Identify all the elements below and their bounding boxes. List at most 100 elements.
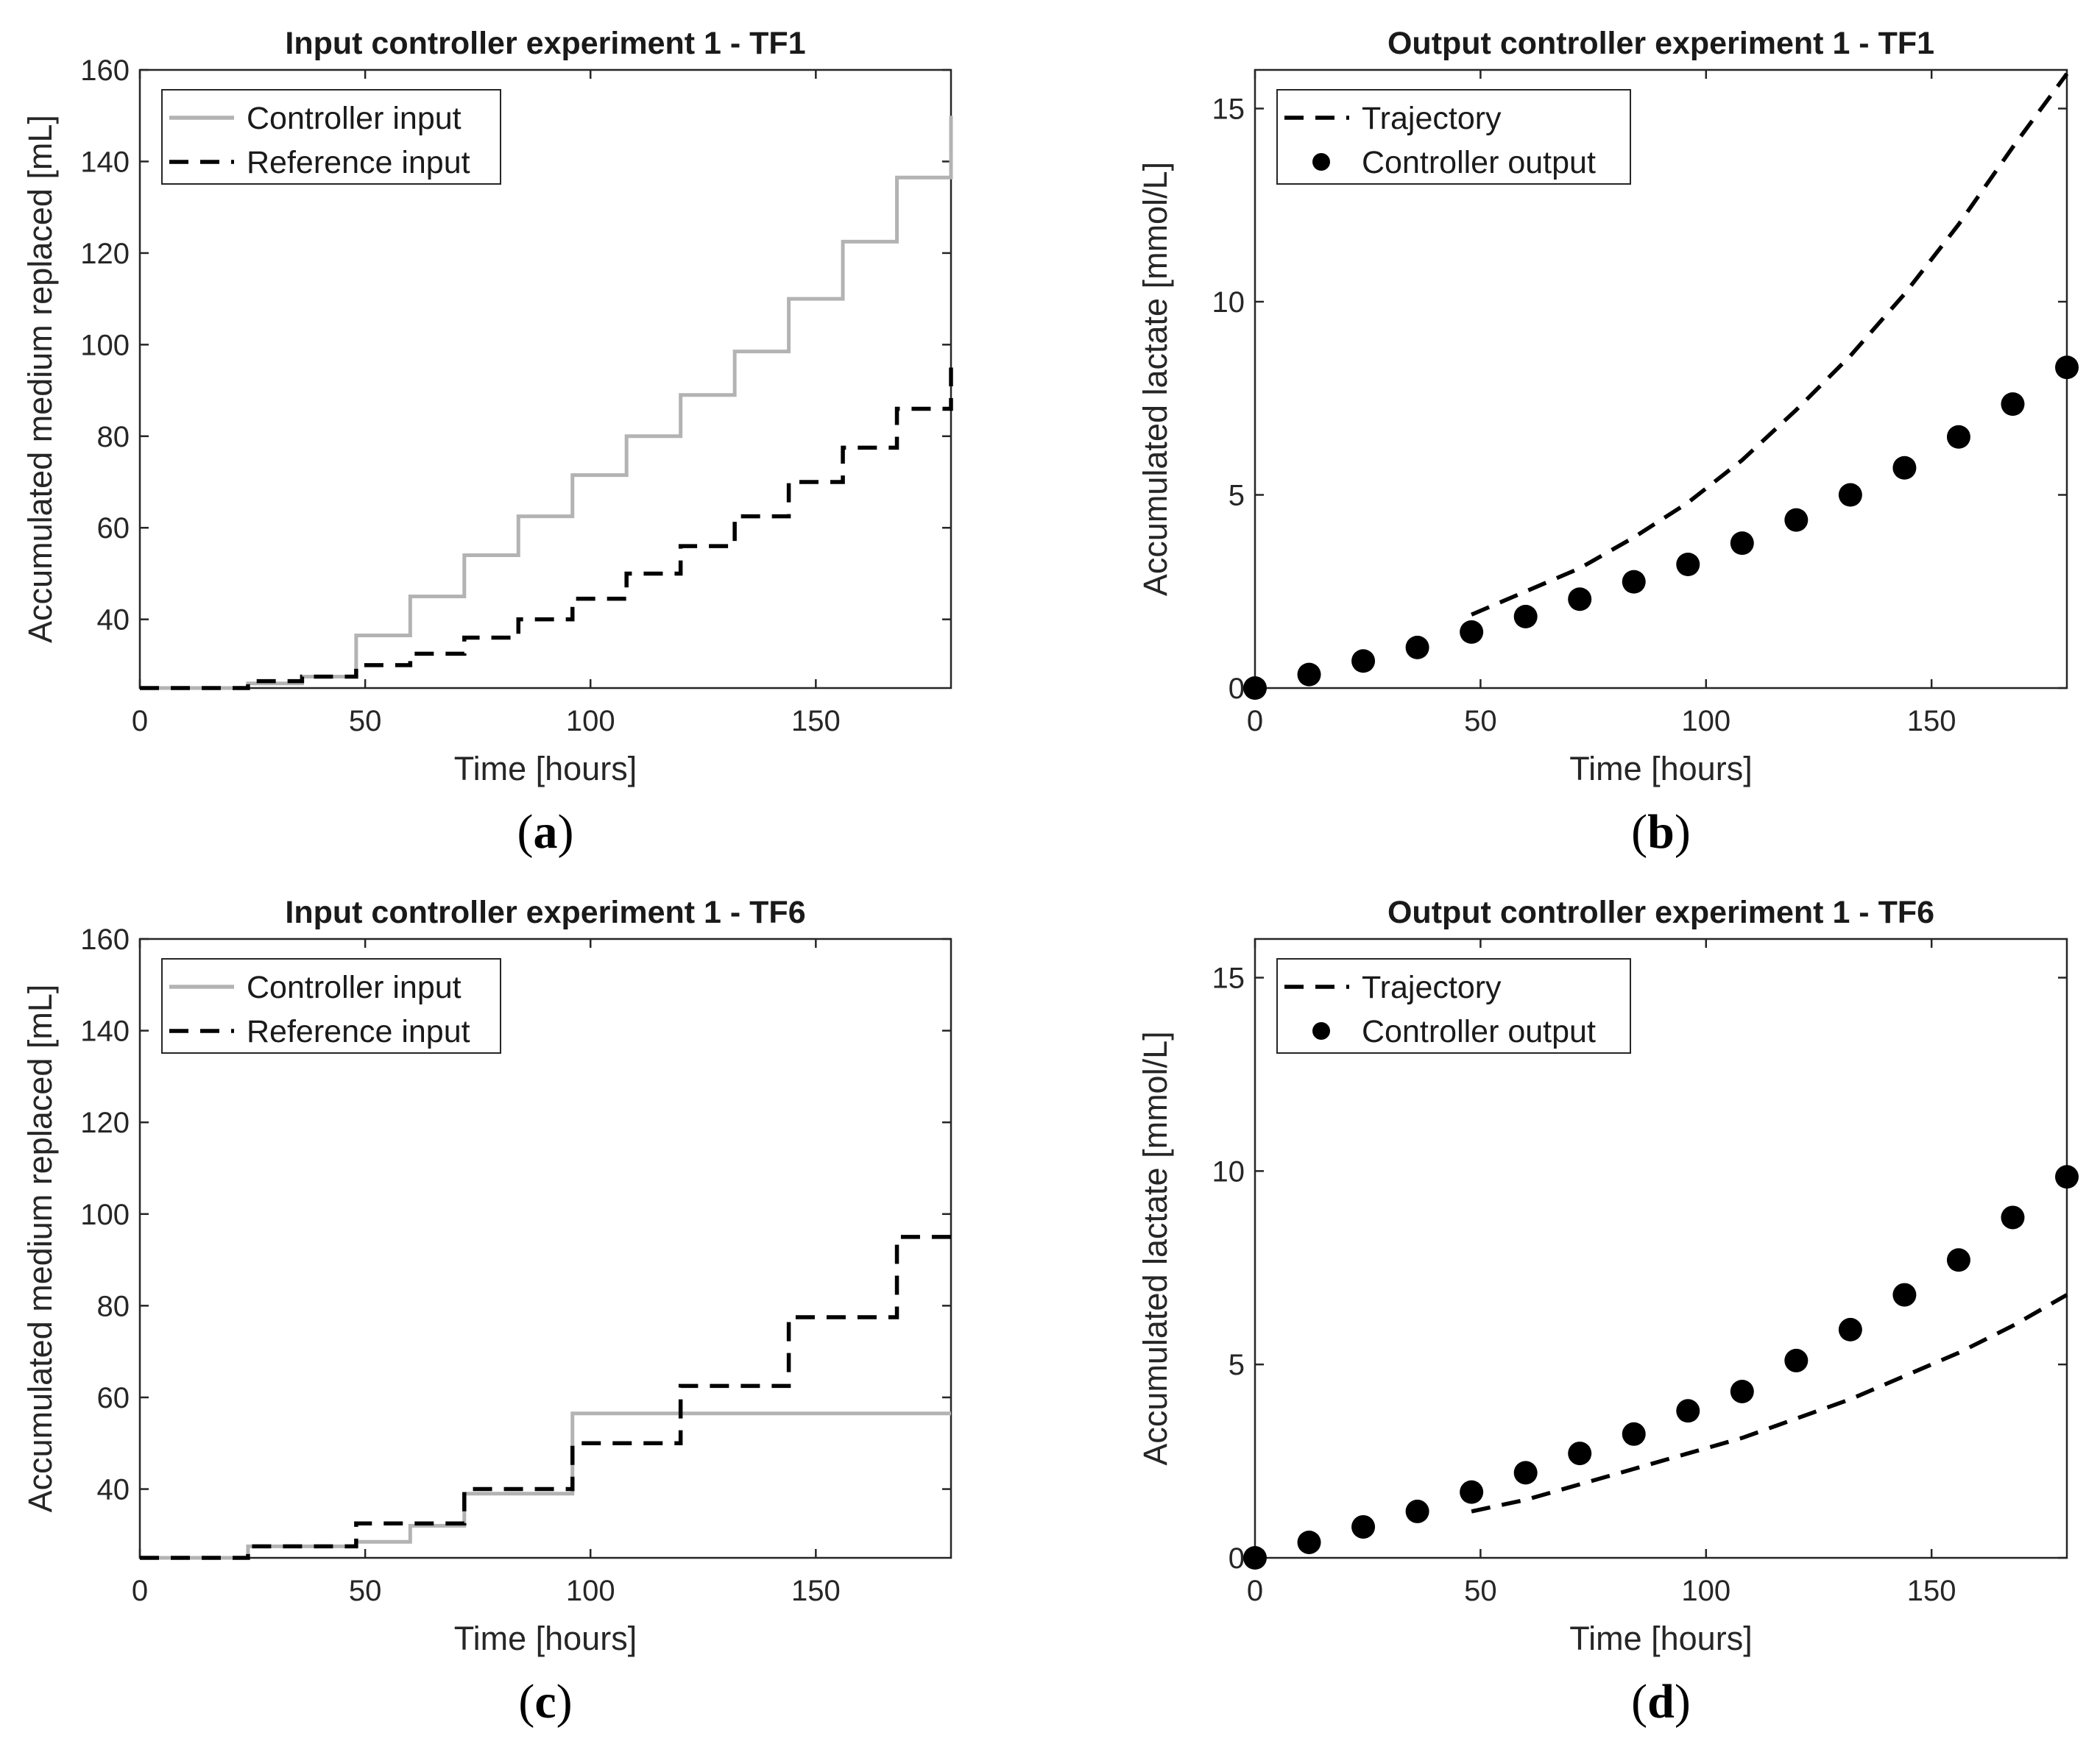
series-controller-output-point bbox=[1730, 1379, 1754, 1403]
series-controller-output-point bbox=[1892, 456, 1917, 480]
panel-paren-close: ) bbox=[1675, 1675, 1691, 1729]
series-reference-input-line bbox=[140, 1235, 951, 1560]
legend-box bbox=[1276, 958, 1631, 1054]
y-tick-label: 0 bbox=[1228, 673, 1245, 705]
panel-label: (b) bbox=[1631, 805, 1691, 859]
series-controller-output-point bbox=[1297, 1530, 1321, 1554]
series-controller-output-point bbox=[1568, 1442, 1592, 1466]
series-controller-output-point bbox=[1784, 1348, 1809, 1372]
y-tick-label: 80 bbox=[97, 1290, 130, 1322]
y-tick-label: 100 bbox=[80, 329, 130, 361]
x-axis-label: Time [hours] bbox=[454, 1620, 637, 1657]
y-tick-label: 60 bbox=[97, 512, 130, 545]
legend: Controller input Reference input bbox=[161, 89, 501, 185]
series-controller-output-point bbox=[1243, 676, 1267, 700]
y-tick-label: 5 bbox=[1228, 480, 1245, 512]
legend-item-reference-input-label: Reference input bbox=[247, 145, 470, 180]
x-tick-label: 0 bbox=[1247, 1575, 1263, 1607]
x-tick-label: 100 bbox=[1681, 1575, 1730, 1607]
x-tick-label: 100 bbox=[566, 1575, 615, 1607]
series-controller-output-point bbox=[1297, 662, 1321, 687]
x-axis-label: Time [hours] bbox=[454, 750, 637, 787]
legend-item-trajectory-label: Trajectory bbox=[1362, 970, 1502, 1005]
series-controller-output-point bbox=[1622, 1422, 1646, 1446]
series-controller-output-point bbox=[1784, 508, 1809, 532]
y-tick-label: 15 bbox=[1212, 963, 1245, 995]
series-controller-input-line bbox=[140, 116, 953, 690]
y-axis-label: Accumulated medium replaced [mL] bbox=[21, 115, 59, 643]
y-tick-label: 120 bbox=[80, 1107, 130, 1139]
series-controller-output-point bbox=[2001, 392, 2025, 417]
series-controller-output-point bbox=[1676, 1399, 1700, 1423]
legend: Trajectory Controller output bbox=[1276, 89, 1631, 185]
series-trajectory-line bbox=[1471, 72, 2069, 617]
series-controller-output-point bbox=[1622, 570, 1646, 594]
legend-item-controller-output-label: Controller output bbox=[1362, 1014, 1596, 1049]
series-controller-output-point bbox=[2055, 355, 2079, 380]
series-controller-output-point bbox=[1838, 1317, 1862, 1341]
panel-label: (a) bbox=[517, 805, 574, 859]
panel-letter: d bbox=[1647, 1675, 1675, 1729]
series-controller-output-point bbox=[1892, 1283, 1917, 1307]
legend-box bbox=[161, 958, 501, 1054]
panel-paren-close: ) bbox=[558, 805, 574, 859]
chart-panel-a: 0 50 100 150 40 60 80 100 120 140 160 Input control… bbox=[21, 26, 953, 859]
y-tick-label: 80 bbox=[97, 421, 130, 453]
series-controller-output-point bbox=[1838, 483, 1862, 507]
series-controller-output-point bbox=[1513, 604, 1538, 628]
y-axis-label: Accumulated medium replaced [mL] bbox=[21, 985, 59, 1513]
series-controller-output-point bbox=[1243, 1546, 1267, 1570]
series-controller-output-point bbox=[1460, 620, 1484, 644]
y-tick-label: 15 bbox=[1212, 93, 1245, 126]
panel-letter: a bbox=[534, 805, 558, 859]
series-controller-output-point bbox=[1568, 587, 1592, 612]
legend-box bbox=[161, 89, 501, 185]
y-tick-label: 100 bbox=[80, 1199, 130, 1231]
panel-label: (c) bbox=[518, 1675, 572, 1729]
x-tick-label: 150 bbox=[791, 705, 841, 737]
panel-paren-close: ) bbox=[556, 1675, 573, 1729]
legend: Controller input Reference input bbox=[161, 958, 501, 1054]
x-tick-label: 0 bbox=[1247, 705, 1263, 737]
y-tick-label: 10 bbox=[1212, 1155, 1245, 1188]
series-controller-output-point bbox=[1405, 635, 1429, 659]
series-controller-output-point bbox=[1405, 1499, 1429, 1523]
legend-item-controller-input-label: Controller input bbox=[247, 970, 462, 1005]
x-tick-label: 150 bbox=[791, 1575, 841, 1607]
series-controller-output-point bbox=[1513, 1461, 1538, 1485]
legend-item-reference-input-label: Reference input bbox=[247, 1014, 470, 1049]
chart-title: Input controller experiment 1 - TF1 bbox=[285, 26, 805, 61]
legend-item-controller-input-label: Controller input bbox=[247, 101, 462, 136]
series-controller-output-point bbox=[1460, 1480, 1484, 1504]
y-tick-label: 40 bbox=[97, 604, 130, 637]
x-tick-label: 150 bbox=[1907, 705, 1956, 737]
legend-item-controller-output-marker bbox=[1312, 1022, 1330, 1040]
x-axis-label: Time [hours] bbox=[1569, 750, 1752, 787]
legend-item-controller-output-marker bbox=[1312, 153, 1330, 171]
series-controller-output-point bbox=[1351, 649, 1376, 673]
chart-panel-c: 0 50 100 150 40 60 80 100 120 140 160 Input control… bbox=[21, 895, 952, 1729]
x-tick-label: 50 bbox=[349, 705, 382, 737]
y-tick-label: 140 bbox=[80, 146, 130, 178]
y-tick-label: 140 bbox=[80, 1016, 130, 1048]
series-controller-output-point bbox=[1351, 1514, 1376, 1539]
legend-item-trajectory-label: Trajectory bbox=[1362, 101, 1502, 136]
chart-panel-b: 0 50 100 150 0 5 10 15 Output controller experim… bbox=[1136, 26, 2079, 859]
chart-title: Output controller experiment 1 - TF6 bbox=[1387, 895, 1934, 930]
x-tick-label: 50 bbox=[349, 1575, 382, 1607]
x-tick-label: 100 bbox=[566, 705, 615, 737]
series-controller-output-point bbox=[2055, 1165, 2079, 1189]
chart-title: Output controller experiment 1 - TF1 bbox=[1387, 26, 1934, 61]
x-tick-label: 100 bbox=[1681, 705, 1730, 737]
y-tick-label: 10 bbox=[1212, 286, 1245, 319]
series-controller-output-point bbox=[1730, 531, 1754, 556]
legend-item-controller-output-label: Controller output bbox=[1362, 145, 1596, 180]
panel-letter: c bbox=[534, 1675, 556, 1729]
y-tick-label: 5 bbox=[1228, 1349, 1245, 1381]
y-axis-label: Accumulated lactate [mmol/L] bbox=[1136, 1031, 1174, 1465]
x-axis-label: Time [hours] bbox=[1569, 1620, 1752, 1657]
series-controller-output-point bbox=[2001, 1205, 2025, 1230]
series-controller-output-point bbox=[1676, 553, 1700, 576]
x-tick-label: 0 bbox=[132, 1575, 148, 1607]
